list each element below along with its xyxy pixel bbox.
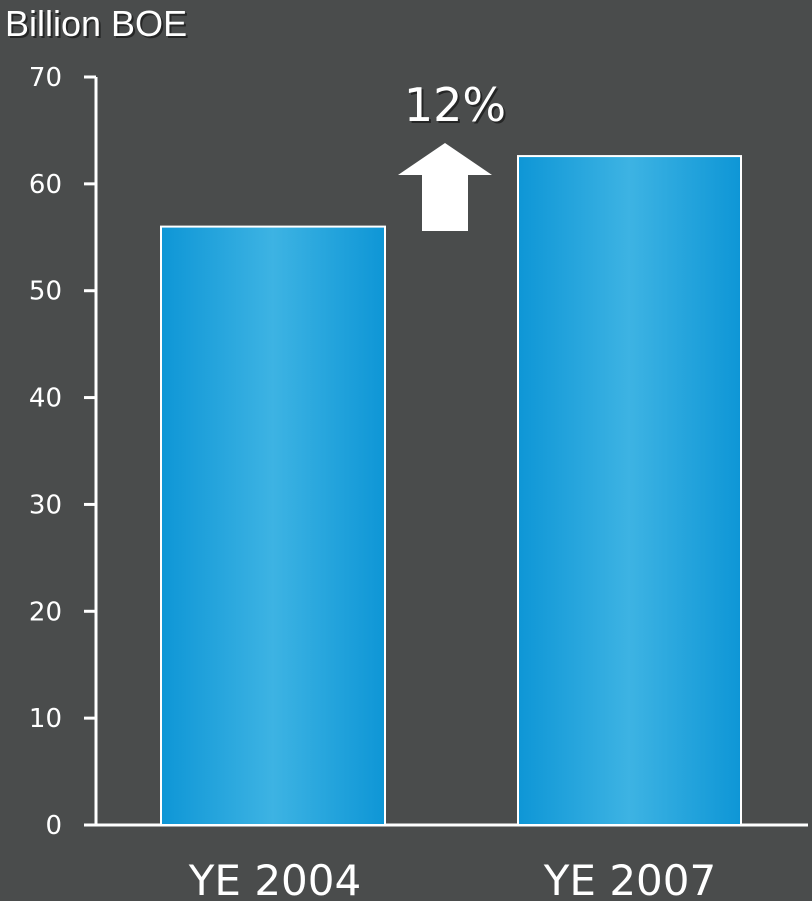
x-categories: YE 2004 YE 2007 [188, 856, 716, 901]
growth-annotation: 12% 12% [398, 78, 508, 231]
y-tick-label: 20 [29, 597, 62, 627]
growth-label-shadow: 12% [406, 80, 508, 134]
x-category-label: YE 2004 [188, 856, 361, 901]
y-axis-title-shadow: Billion BOE [7, 5, 189, 46]
bar [517, 155, 742, 826]
growth-label: 12% [404, 78, 506, 132]
bar [160, 225, 386, 827]
y-tick-label: 10 [29, 704, 62, 734]
y-tick-label: 70 [29, 63, 62, 93]
x-category-label: YE 2007 [543, 856, 716, 901]
y-tick-label: 40 [29, 384, 62, 414]
y-tick-label: 30 [29, 490, 62, 520]
y-tick-label: 60 [29, 170, 62, 200]
y-ticks: 0 10 20 30 40 50 60 70 [29, 63, 96, 841]
y-axis-title: Billion BOE [5, 3, 187, 44]
up-arrow-icon [398, 143, 492, 231]
y-tick-label: 0 [45, 811, 62, 841]
bars [160, 155, 742, 827]
y-tick-label: 50 [29, 277, 62, 307]
